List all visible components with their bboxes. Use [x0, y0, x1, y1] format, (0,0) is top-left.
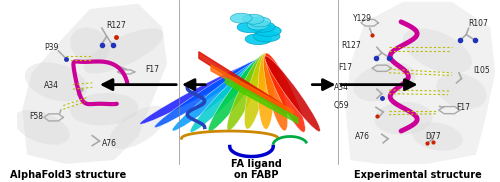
Ellipse shape — [14, 110, 70, 145]
Polygon shape — [346, 2, 495, 164]
Ellipse shape — [230, 13, 252, 23]
Ellipse shape — [265, 53, 306, 132]
Text: I105: I105 — [474, 66, 490, 76]
Text: F17: F17 — [146, 65, 160, 74]
Ellipse shape — [140, 62, 257, 124]
Text: A76: A76 — [102, 139, 117, 148]
FancyBboxPatch shape — [176, 0, 341, 164]
Ellipse shape — [258, 53, 274, 129]
Ellipse shape — [25, 62, 87, 101]
Ellipse shape — [412, 122, 463, 151]
Ellipse shape — [402, 28, 472, 74]
Text: F17: F17 — [338, 63, 352, 72]
Ellipse shape — [154, 58, 262, 128]
Text: F58: F58 — [30, 112, 44, 121]
Ellipse shape — [208, 54, 266, 132]
Text: R107: R107 — [468, 19, 488, 28]
Ellipse shape — [249, 17, 270, 27]
Ellipse shape — [353, 62, 416, 101]
Ellipse shape — [172, 58, 263, 131]
Ellipse shape — [227, 53, 266, 130]
Text: F17: F17 — [456, 103, 470, 112]
Ellipse shape — [190, 57, 264, 132]
Text: D77: D77 — [425, 132, 441, 141]
Text: FA ligand
on FABP: FA ligand on FABP — [231, 159, 281, 180]
Text: A34: A34 — [334, 83, 348, 92]
Ellipse shape — [70, 93, 138, 125]
Text: R127: R127 — [341, 41, 360, 50]
Ellipse shape — [374, 102, 432, 135]
Text: Experimental structure: Experimental structure — [354, 170, 482, 180]
Text: Y129: Y129 — [353, 14, 372, 23]
Ellipse shape — [244, 53, 268, 129]
Ellipse shape — [84, 28, 164, 74]
FancyBboxPatch shape — [18, 0, 500, 182]
Ellipse shape — [254, 31, 280, 42]
Ellipse shape — [242, 14, 264, 24]
Text: A34: A34 — [44, 81, 59, 90]
Polygon shape — [22, 4, 167, 164]
Ellipse shape — [70, 27, 110, 64]
Ellipse shape — [265, 56, 320, 132]
Text: P39: P39 — [44, 43, 59, 52]
Ellipse shape — [237, 22, 264, 33]
Ellipse shape — [247, 20, 269, 30]
Text: Q59: Q59 — [334, 101, 349, 110]
Ellipse shape — [248, 21, 275, 32]
Ellipse shape — [436, 73, 486, 109]
Ellipse shape — [109, 106, 167, 149]
Ellipse shape — [264, 53, 287, 131]
Ellipse shape — [254, 25, 281, 36]
Text: AlphaFold3 structure: AlphaFold3 structure — [10, 170, 126, 180]
Text: A76: A76 — [355, 132, 370, 141]
Text: R127: R127 — [106, 21, 126, 30]
Ellipse shape — [245, 34, 272, 45]
